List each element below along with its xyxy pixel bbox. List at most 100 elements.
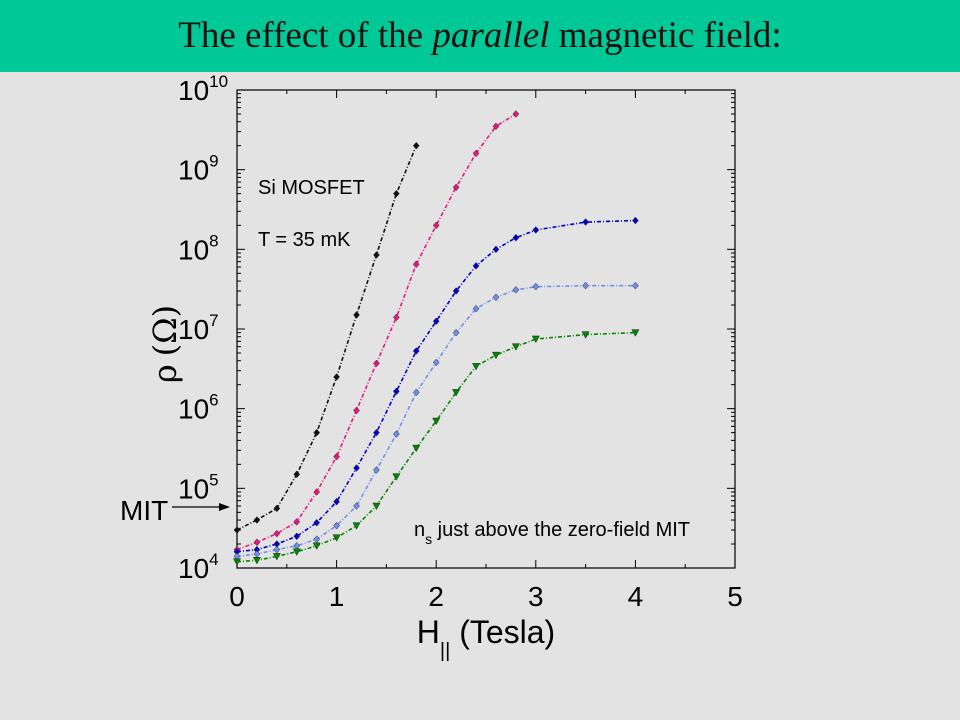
y-tick-label: 109 <box>178 152 219 186</box>
series-5-point <box>511 343 520 351</box>
series-5-point <box>332 534 341 542</box>
series-4-point <box>313 535 321 543</box>
series-4-point <box>353 502 360 510</box>
series-3-point <box>472 262 480 270</box>
series-2-point <box>333 452 340 461</box>
y-tick-label: 105 <box>178 470 219 504</box>
series-1-point <box>313 428 321 437</box>
title-prefix: The effect of the <box>178 15 433 56</box>
x-tick-label: 5 <box>727 581 743 612</box>
series-2-point <box>512 110 520 118</box>
series-4-point <box>492 293 500 302</box>
series-2-point <box>452 183 460 192</box>
series-5-point <box>292 548 301 556</box>
series-4-point <box>412 388 420 397</box>
series-3-point <box>532 226 540 234</box>
series-3-line <box>236 219 636 553</box>
series-2-point <box>412 260 420 269</box>
title-emphasis: parallel <box>432 15 550 56</box>
series-1-point <box>253 516 261 524</box>
y-axis-label: ρ(Ω) <box>146 305 184 383</box>
series-2-point <box>253 538 261 547</box>
x-tick-labels: 0 1 2 3 4 5 <box>229 581 743 612</box>
series-points <box>232 110 640 566</box>
series-2-point <box>313 488 321 496</box>
series-2-point <box>373 359 380 368</box>
x-axis-label: H|| (Tesla) <box>417 614 555 662</box>
series-4-point <box>632 281 639 290</box>
series-3-point <box>373 428 380 437</box>
series-5-point <box>631 329 640 337</box>
series-4-point <box>333 521 340 530</box>
series-5-point <box>581 331 590 339</box>
series-3-point <box>393 387 400 396</box>
series-5-point <box>472 363 481 371</box>
series-5-point <box>352 522 361 530</box>
y-tick-label: 104 <box>178 550 219 584</box>
svg-text:ρ(Ω): ρ(Ω) <box>146 305 184 383</box>
series-5-point <box>372 502 381 511</box>
series-2-point <box>432 221 440 230</box>
series-1-point <box>353 311 360 319</box>
series-5-point <box>491 351 500 360</box>
series-5-point <box>232 558 242 566</box>
sample-annotation: Si MOSFET <box>258 177 365 199</box>
plot-border <box>236 89 736 569</box>
series-4-point <box>532 282 540 291</box>
series-5-point <box>312 542 321 550</box>
series-4-point <box>512 286 520 294</box>
series-3-point <box>353 464 360 472</box>
series-3-point <box>452 287 460 295</box>
series-2-point <box>293 518 301 526</box>
title-bar <box>0 0 960 72</box>
series-2-point <box>353 406 360 415</box>
x-tick-label: 1 <box>329 581 345 612</box>
mit-arrow-head <box>219 502 230 511</box>
x-tick-label: 3 <box>528 581 544 612</box>
series-4-point <box>393 430 400 438</box>
series-1-point <box>373 251 380 259</box>
series-5-point <box>412 444 421 453</box>
y-tick-labels: 104 105 106 107 108 109 1010 <box>178 72 228 584</box>
mit-label: MIT <box>120 495 168 526</box>
x-tick-label: 2 <box>428 581 444 612</box>
series-5-point <box>272 553 281 561</box>
plot-frame <box>236 89 736 569</box>
series-5-point <box>432 417 441 426</box>
series-4-point <box>432 358 440 367</box>
series-1-point <box>393 189 400 198</box>
series-2-point <box>472 149 480 158</box>
axis-ticks <box>236 89 736 569</box>
series-5-point <box>452 389 461 397</box>
x-tick-label: 0 <box>229 581 245 612</box>
series-3-point <box>512 233 520 242</box>
y-tick-label: 107 <box>178 311 219 345</box>
series-3-point <box>492 245 500 254</box>
series-3-point <box>432 317 440 326</box>
series-4-line <box>236 284 636 558</box>
series-4-point <box>582 281 589 290</box>
series-3-point <box>293 532 301 541</box>
series-1-line <box>236 145 418 531</box>
y-tick-label: 106 <box>178 391 219 425</box>
y-tick-label: 1010 <box>178 72 228 106</box>
slide-title: The effect of the parallel magnetic fiel… <box>0 14 960 57</box>
series-3-point <box>582 218 589 226</box>
series-1-point <box>273 504 281 513</box>
y-tick-label: 108 <box>178 231 219 265</box>
series-2-point <box>393 313 400 322</box>
series-3-point <box>412 347 420 355</box>
series-3-point <box>313 518 321 527</box>
series-5-point <box>531 335 540 344</box>
mit-arrow <box>172 502 230 511</box>
series-1-point <box>293 470 301 479</box>
series-4-point <box>472 304 480 313</box>
density-annotation: ns just above the zero-field MIT <box>414 519 690 547</box>
series-4-point <box>452 328 460 337</box>
series-1-point <box>412 141 420 150</box>
series-1-point <box>333 373 340 381</box>
series-2-point <box>273 529 281 538</box>
series-2-point <box>492 122 500 131</box>
series-3-point <box>632 216 639 225</box>
